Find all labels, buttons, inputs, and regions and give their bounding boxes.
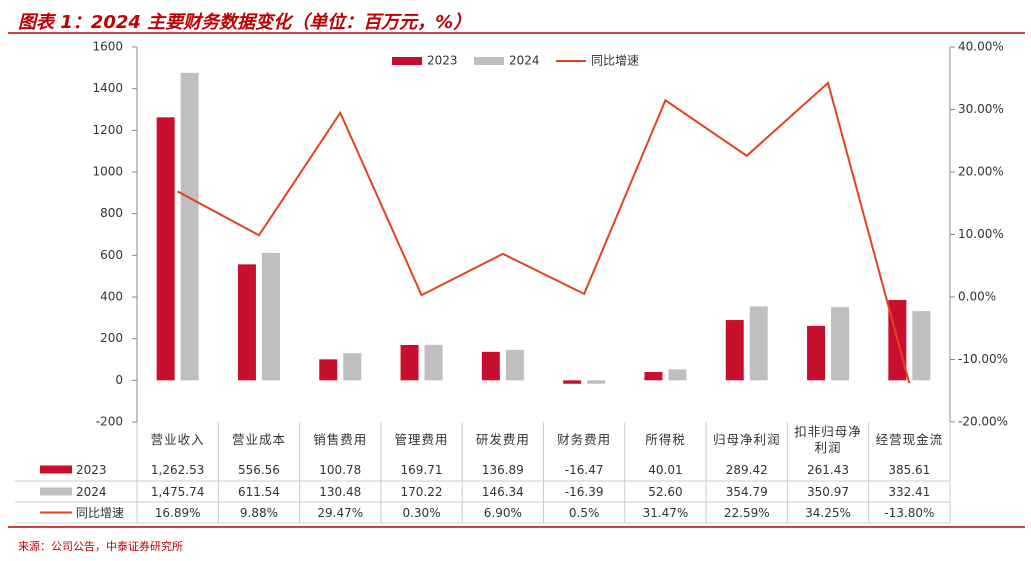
bar xyxy=(831,307,850,381)
legend-label: 同比增速 xyxy=(591,54,639,68)
table-value: 611.54 xyxy=(237,484,280,499)
table-value: 40.01 xyxy=(648,462,683,477)
table-value: -16.39 xyxy=(564,484,604,499)
bar xyxy=(156,117,175,381)
table-value: 1,475.74 xyxy=(150,484,205,499)
table-value: 261.43 xyxy=(807,462,850,477)
chart-title: 图表 1：2024 主要财务数据变化（单位：百万元，%） xyxy=(18,12,472,33)
y-tick-label: 400 xyxy=(100,290,123,304)
y2-tick-label: 30.00% xyxy=(958,102,1004,116)
bar xyxy=(424,344,443,381)
category-label: 销售费用 xyxy=(313,432,368,447)
legend-swatch xyxy=(392,57,422,65)
y-tick-label: 0 xyxy=(115,373,123,387)
y-tick-label: 600 xyxy=(100,248,123,262)
bar xyxy=(180,72,199,381)
table-swatch xyxy=(40,465,72,474)
category-label: 所得税 xyxy=(645,432,686,447)
category-label: 经营现金流 xyxy=(875,432,944,447)
bar xyxy=(912,311,931,381)
bar xyxy=(587,380,606,384)
table-value: 169.71 xyxy=(400,462,443,477)
line-series xyxy=(177,81,911,384)
bar xyxy=(644,371,663,381)
y2-tick-label: -20.00% xyxy=(958,415,1008,429)
bar xyxy=(237,264,256,381)
category-label: 扣非归母净利润 xyxy=(794,424,862,455)
bar xyxy=(400,344,419,381)
table-value: 31.47% xyxy=(642,505,689,520)
legend-label: 2023 xyxy=(427,54,458,68)
bar xyxy=(749,306,768,381)
table-value: 0.30% xyxy=(402,505,441,520)
table-value: 16.89% xyxy=(154,505,201,520)
table-value: 52.60 xyxy=(648,484,683,499)
y2-tick-label: -10.00% xyxy=(958,352,1008,366)
table-value: 100.78 xyxy=(319,462,362,477)
bar xyxy=(807,325,826,381)
table-value: -16.47 xyxy=(564,462,604,477)
table-value: 9.88% xyxy=(239,505,278,520)
bar xyxy=(343,353,362,381)
table-value: 6.90% xyxy=(483,505,522,520)
bar xyxy=(481,351,500,381)
bar xyxy=(319,359,338,381)
table-value: 170.22 xyxy=(400,484,443,499)
legend-label: 2024 xyxy=(509,54,540,68)
table-value: 29.47% xyxy=(317,505,364,520)
category-label: 营业收入 xyxy=(150,432,205,447)
table-value: 136.89 xyxy=(481,462,524,477)
bar xyxy=(668,369,687,381)
category-label: 营业成本 xyxy=(231,432,286,447)
y-tick-label: 1000 xyxy=(92,165,123,179)
table-value: 556.56 xyxy=(237,462,280,477)
table-value: 130.48 xyxy=(319,484,362,499)
category-label: 研发费用 xyxy=(475,432,530,447)
y-tick-label: 1400 xyxy=(92,81,123,95)
table-value: -13.80% xyxy=(884,505,935,520)
y-tick-label: 1600 xyxy=(92,40,123,54)
bar xyxy=(261,252,280,381)
y-tick-label: 1200 xyxy=(92,123,123,137)
y2-tick-label: 40.00% xyxy=(958,40,1004,54)
y-tick-label: 800 xyxy=(100,206,123,220)
category-label: 财务费用 xyxy=(557,432,612,447)
bar xyxy=(725,320,744,381)
table-value: 289.42 xyxy=(725,462,768,477)
table-value: 354.79 xyxy=(725,484,768,499)
bar xyxy=(563,380,582,384)
category-label: 归母净利润 xyxy=(712,432,781,447)
source-note: 来源：公司公告，中泰证券研究所 xyxy=(18,540,183,553)
table-value: 0.5% xyxy=(568,505,600,520)
legend-swatch xyxy=(474,57,504,65)
y-tick-label: 200 xyxy=(100,331,123,345)
y2-tick-label: 0.00% xyxy=(958,290,996,304)
y2-tick-label: 10.00% xyxy=(958,227,1004,241)
y2-tick-label: 20.00% xyxy=(958,165,1004,179)
table-value: 22.59% xyxy=(723,505,770,520)
row-label: 2023 xyxy=(76,462,107,477)
table-value: 350.97 xyxy=(807,484,850,499)
table-value: 385.61 xyxy=(888,462,931,477)
table-value: 332.41 xyxy=(888,484,931,499)
bar xyxy=(505,349,524,381)
table-value: 34.25% xyxy=(805,505,851,520)
table-value: 1,262.53 xyxy=(150,462,205,477)
row-label: 2024 xyxy=(76,484,107,499)
row-label: 同比增速 xyxy=(76,505,125,520)
table-swatch xyxy=(40,487,72,496)
table-value: 146.34 xyxy=(481,484,524,499)
category-label: 管理费用 xyxy=(394,432,449,447)
y-tick-label: -200 xyxy=(96,415,123,429)
